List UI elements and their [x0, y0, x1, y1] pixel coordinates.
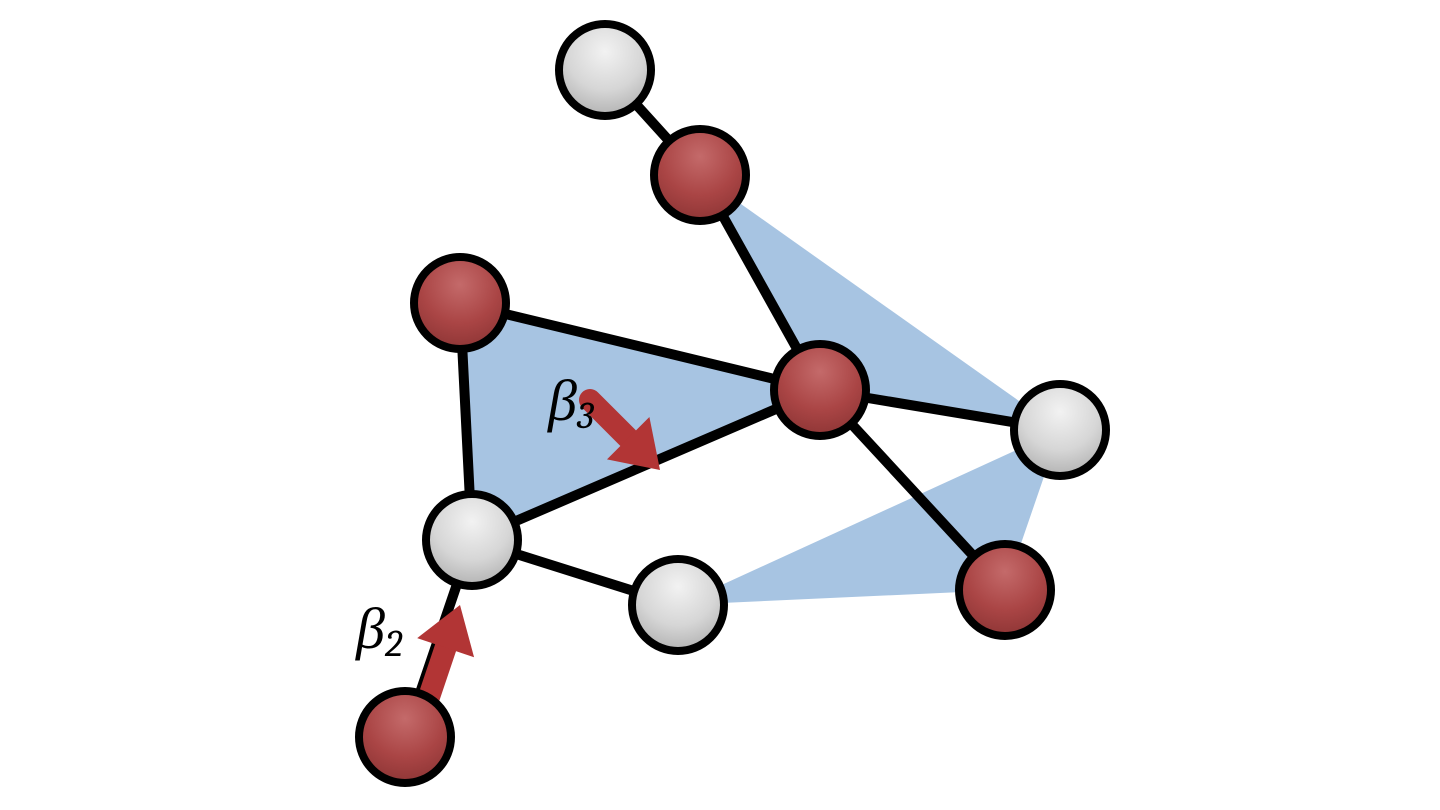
network-diagram: β3β2 [0, 0, 1440, 810]
label-beta2: β2 [355, 596, 403, 666]
node-n0-grey [559, 24, 651, 116]
node-n6-grey [632, 559, 724, 651]
node-n3-red [774, 344, 866, 436]
hyperedge-triangle [460, 303, 820, 540]
node-n1-red [654, 129, 746, 221]
node-n2-red [414, 257, 506, 349]
node-n4-grey [1014, 384, 1106, 476]
node-n8-red [359, 691, 451, 783]
node-n5-grey [426, 494, 518, 586]
node-n7-red [959, 544, 1051, 636]
